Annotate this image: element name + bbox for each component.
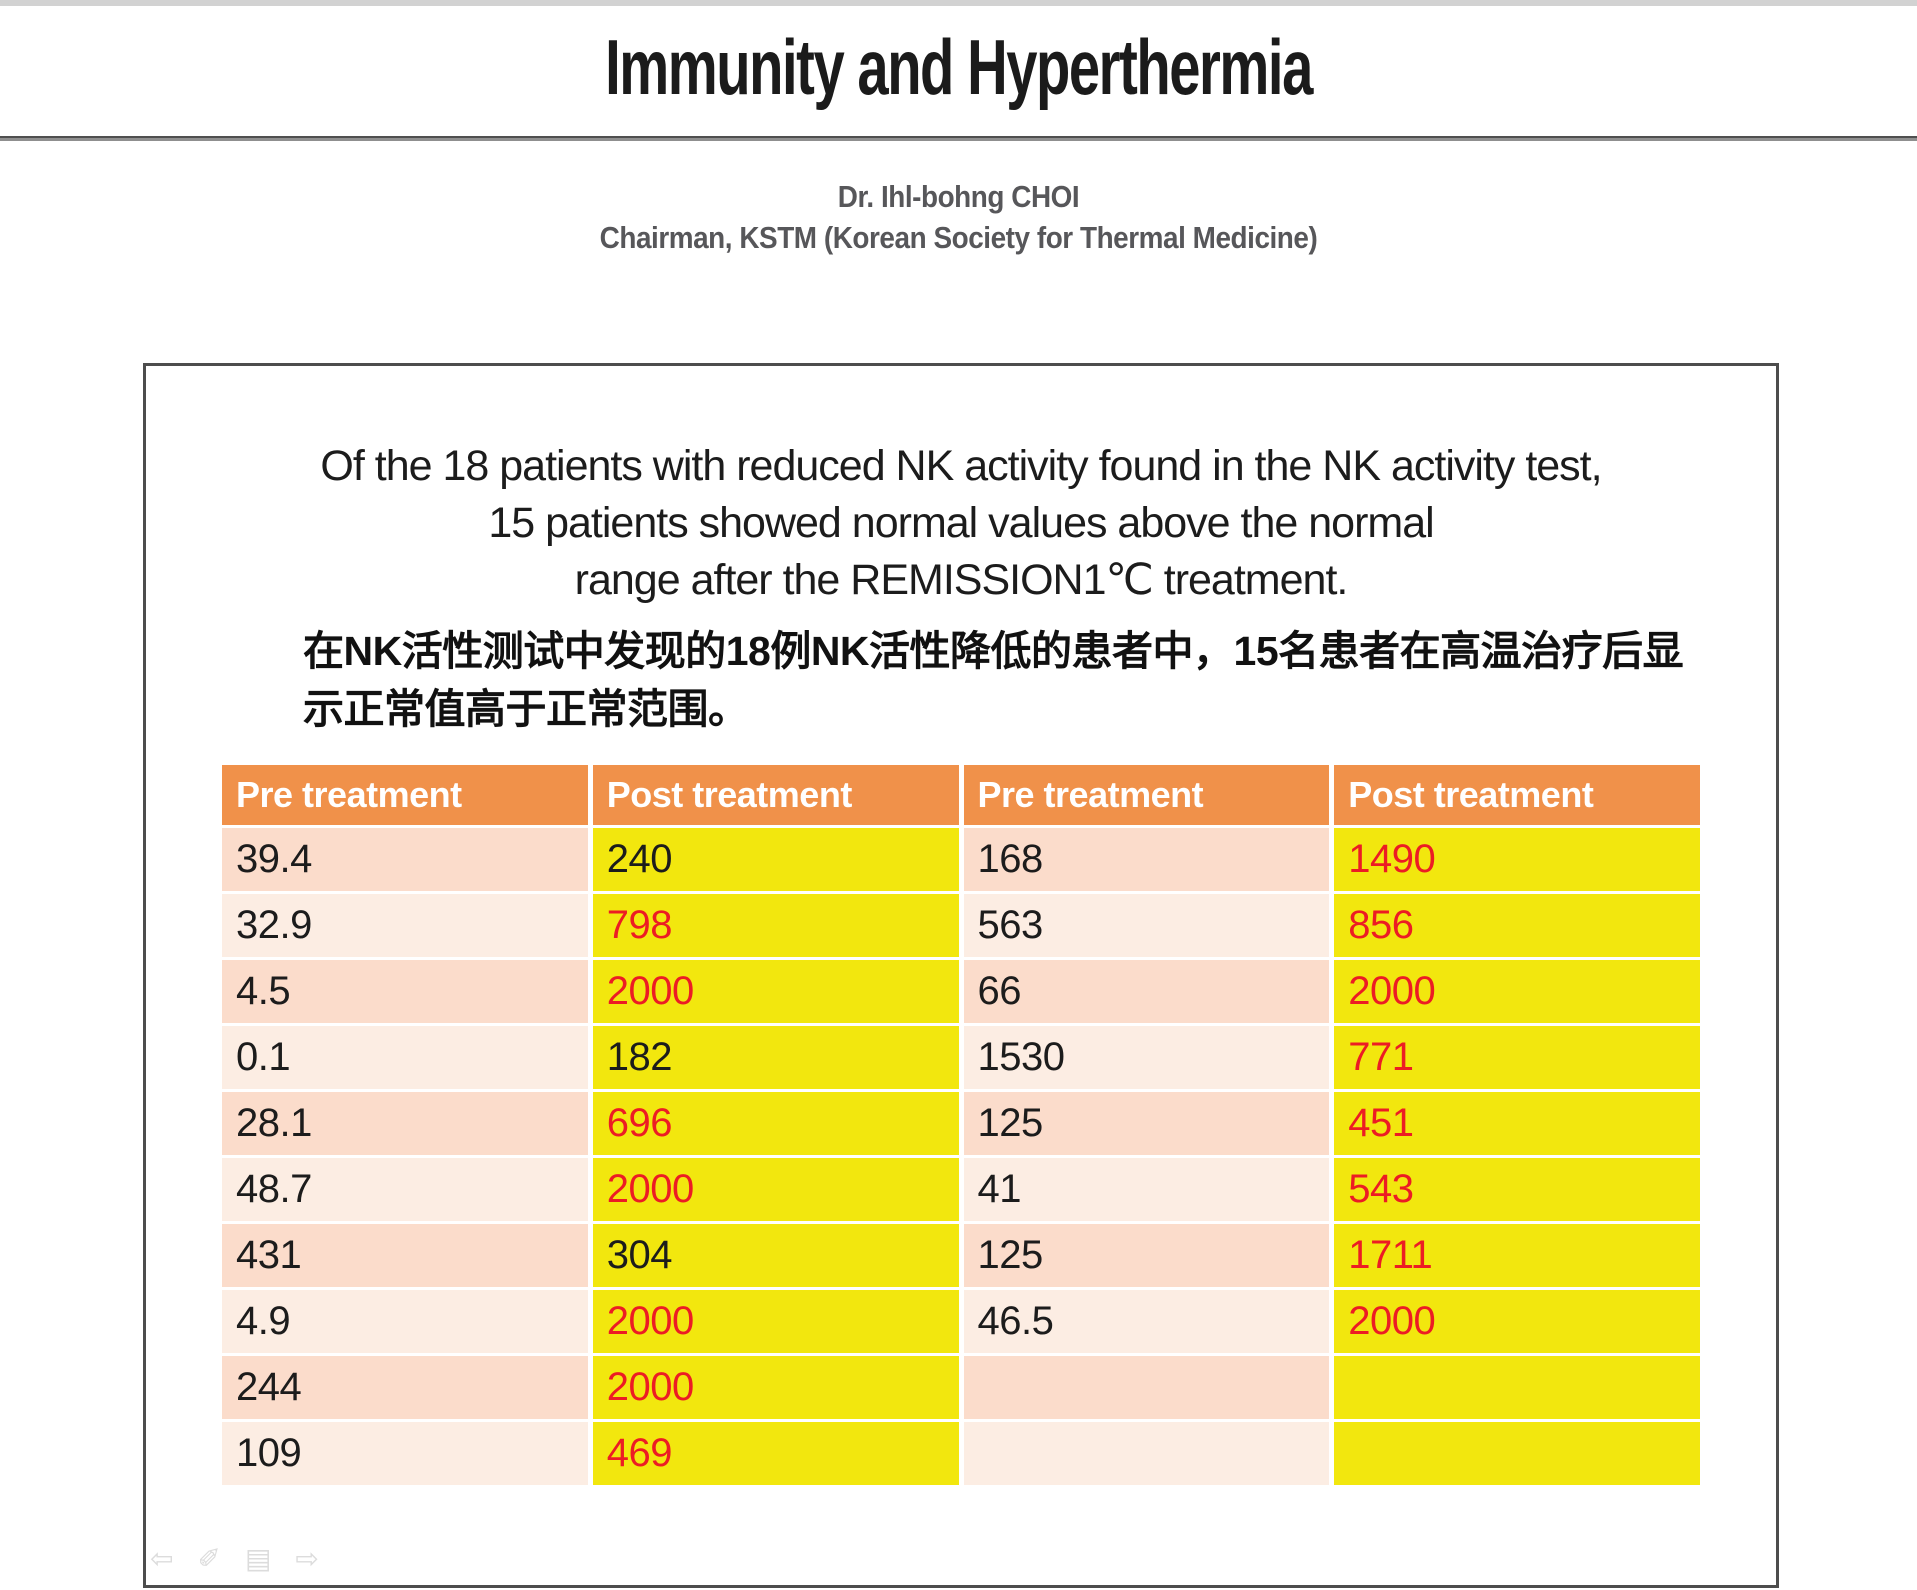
pre-treatment-cell: 109 — [222, 1422, 588, 1485]
column-header: Post treatment — [592, 765, 959, 825]
post-treatment-cell: 1490 — [1334, 828, 1700, 891]
summary-paragraph-english: Of the 18 patients with reduced NK activ… — [146, 438, 1776, 609]
post-treatment-cell: 696 — [592, 1092, 959, 1155]
table-row: 4.5 2000 66 2000 — [222, 960, 1700, 1023]
forward-arrow-icon[interactable]: ⇨ — [295, 1542, 319, 1575]
table-row: 109 469 — [222, 1422, 1700, 1485]
pre-treatment-cell: 46.5 — [963, 1290, 1330, 1353]
table-row: 4.9 2000 46.5 2000 — [222, 1290, 1700, 1353]
pre-treatment-cell: 168 — [963, 828, 1330, 891]
post-treatment-cell: 771 — [1334, 1026, 1700, 1089]
post-treatment-cell: 2000 — [592, 1158, 959, 1221]
pre-treatment-cell: 125 — [963, 1224, 1330, 1287]
pre-treatment-cell: 41 — [963, 1158, 1330, 1221]
post-treatment-cell: 182 — [592, 1026, 959, 1089]
pre-treatment-cell: 1530 — [963, 1026, 1330, 1089]
post-treatment-cell: 304 — [592, 1224, 959, 1287]
summary-line: 15 patients showed normal values above t… — [488, 499, 1434, 547]
table-row: 431 304 125 1711 — [222, 1224, 1700, 1287]
pre-treatment-cell: 244 — [222, 1356, 588, 1419]
pre-treatment-cell: 66 — [963, 960, 1330, 1023]
summary-paragraph-chinese: 在NK活性测试中发现的18例NK活性降低的患者中，15名患者在高温治疗后显 示正… — [303, 622, 1773, 738]
post-treatment-cell: 1711 — [1334, 1224, 1700, 1287]
pre-treatment-cell: 28.1 — [222, 1092, 588, 1155]
post-treatment-cell: 2000 — [592, 1290, 959, 1353]
summary-line: Of the 18 patients with reduced NK activ… — [320, 442, 1602, 490]
table-row: 32.9 798 563 856 — [222, 894, 1700, 957]
pre-treatment-cell: 125 — [963, 1092, 1330, 1155]
post-treatment-cell — [1334, 1422, 1700, 1485]
back-arrow-icon[interactable]: ⇦ — [150, 1542, 174, 1575]
post-treatment-cell: 2000 — [1334, 960, 1700, 1023]
pre-treatment-cell: 32.9 — [222, 894, 588, 957]
pre-treatment-cell: 0.1 — [222, 1026, 588, 1089]
pre-treatment-cell — [963, 1422, 1330, 1485]
post-treatment-cell: 2000 — [592, 960, 959, 1023]
table-row: 39.4 240 168 1490 — [222, 828, 1700, 891]
summary-line-zh: 在NK活性测试中发现的18例NK活性降低的患者中，15名患者在高温治疗后显 — [303, 628, 1684, 674]
post-treatment-cell — [1334, 1356, 1700, 1419]
pre-treatment-cell: 4.5 — [222, 960, 588, 1023]
table-row: 244 2000 — [222, 1356, 1700, 1419]
pre-treatment-cell — [963, 1356, 1330, 1419]
column-header: Post treatment — [1334, 765, 1700, 825]
post-treatment-cell: 451 — [1334, 1092, 1700, 1155]
title-divider — [0, 136, 1917, 141]
menu-icon[interactable]: ▤ — [244, 1542, 272, 1575]
pre-treatment-cell: 48.7 — [222, 1158, 588, 1221]
column-header: Pre treatment — [963, 765, 1330, 825]
table-row: 48.7 2000 41 543 — [222, 1158, 1700, 1221]
table-row: 0.1 182 1530 771 — [222, 1026, 1700, 1089]
slideshow-nav-toolbar: ⇦ ✐ ▤ ⇨ — [150, 1544, 319, 1574]
post-treatment-cell: 856 — [1334, 894, 1700, 957]
pen-icon[interactable]: ✐ — [197, 1542, 221, 1575]
author-block: Dr. Ihl-bohng CHOI Chairman, KSTM (Korea… — [96, 176, 1821, 258]
table-row: 28.1 696 125 451 — [222, 1092, 1700, 1155]
column-header: Pre treatment — [222, 765, 588, 825]
table-header-row: Pre treatment Post treatment Pre treatment… — [222, 765, 1700, 825]
nk-activity-table: Pre treatment Post treatment Pre treatment… — [217, 762, 1705, 1488]
author-name: Dr. Ihl-bohng CHOI — [837, 179, 1080, 214]
post-treatment-cell: 2000 — [592, 1356, 959, 1419]
summary-line: range after the REMISSION1℃ treatment. — [574, 556, 1349, 604]
pre-treatment-cell: 563 — [963, 894, 1330, 957]
summary-line-zh: 示正常值高于正常范围。 — [303, 686, 749, 732]
pre-treatment-cell: 4.9 — [222, 1290, 588, 1353]
post-treatment-cell: 469 — [592, 1422, 959, 1485]
top-gray-bar — [0, 0, 1917, 6]
pre-treatment-cell: 431 — [222, 1224, 588, 1287]
post-treatment-cell: 543 — [1334, 1158, 1700, 1221]
post-treatment-cell: 240 — [592, 828, 959, 891]
post-treatment-cell: 2000 — [1334, 1290, 1700, 1353]
pre-treatment-cell: 39.4 — [222, 828, 588, 891]
author-affiliation: Chairman, KSTM (Korean Society for Therm… — [599, 220, 1318, 255]
slide-title: Immunity and Hyperthermia — [605, 23, 1313, 111]
post-treatment-cell: 798 — [592, 894, 959, 957]
